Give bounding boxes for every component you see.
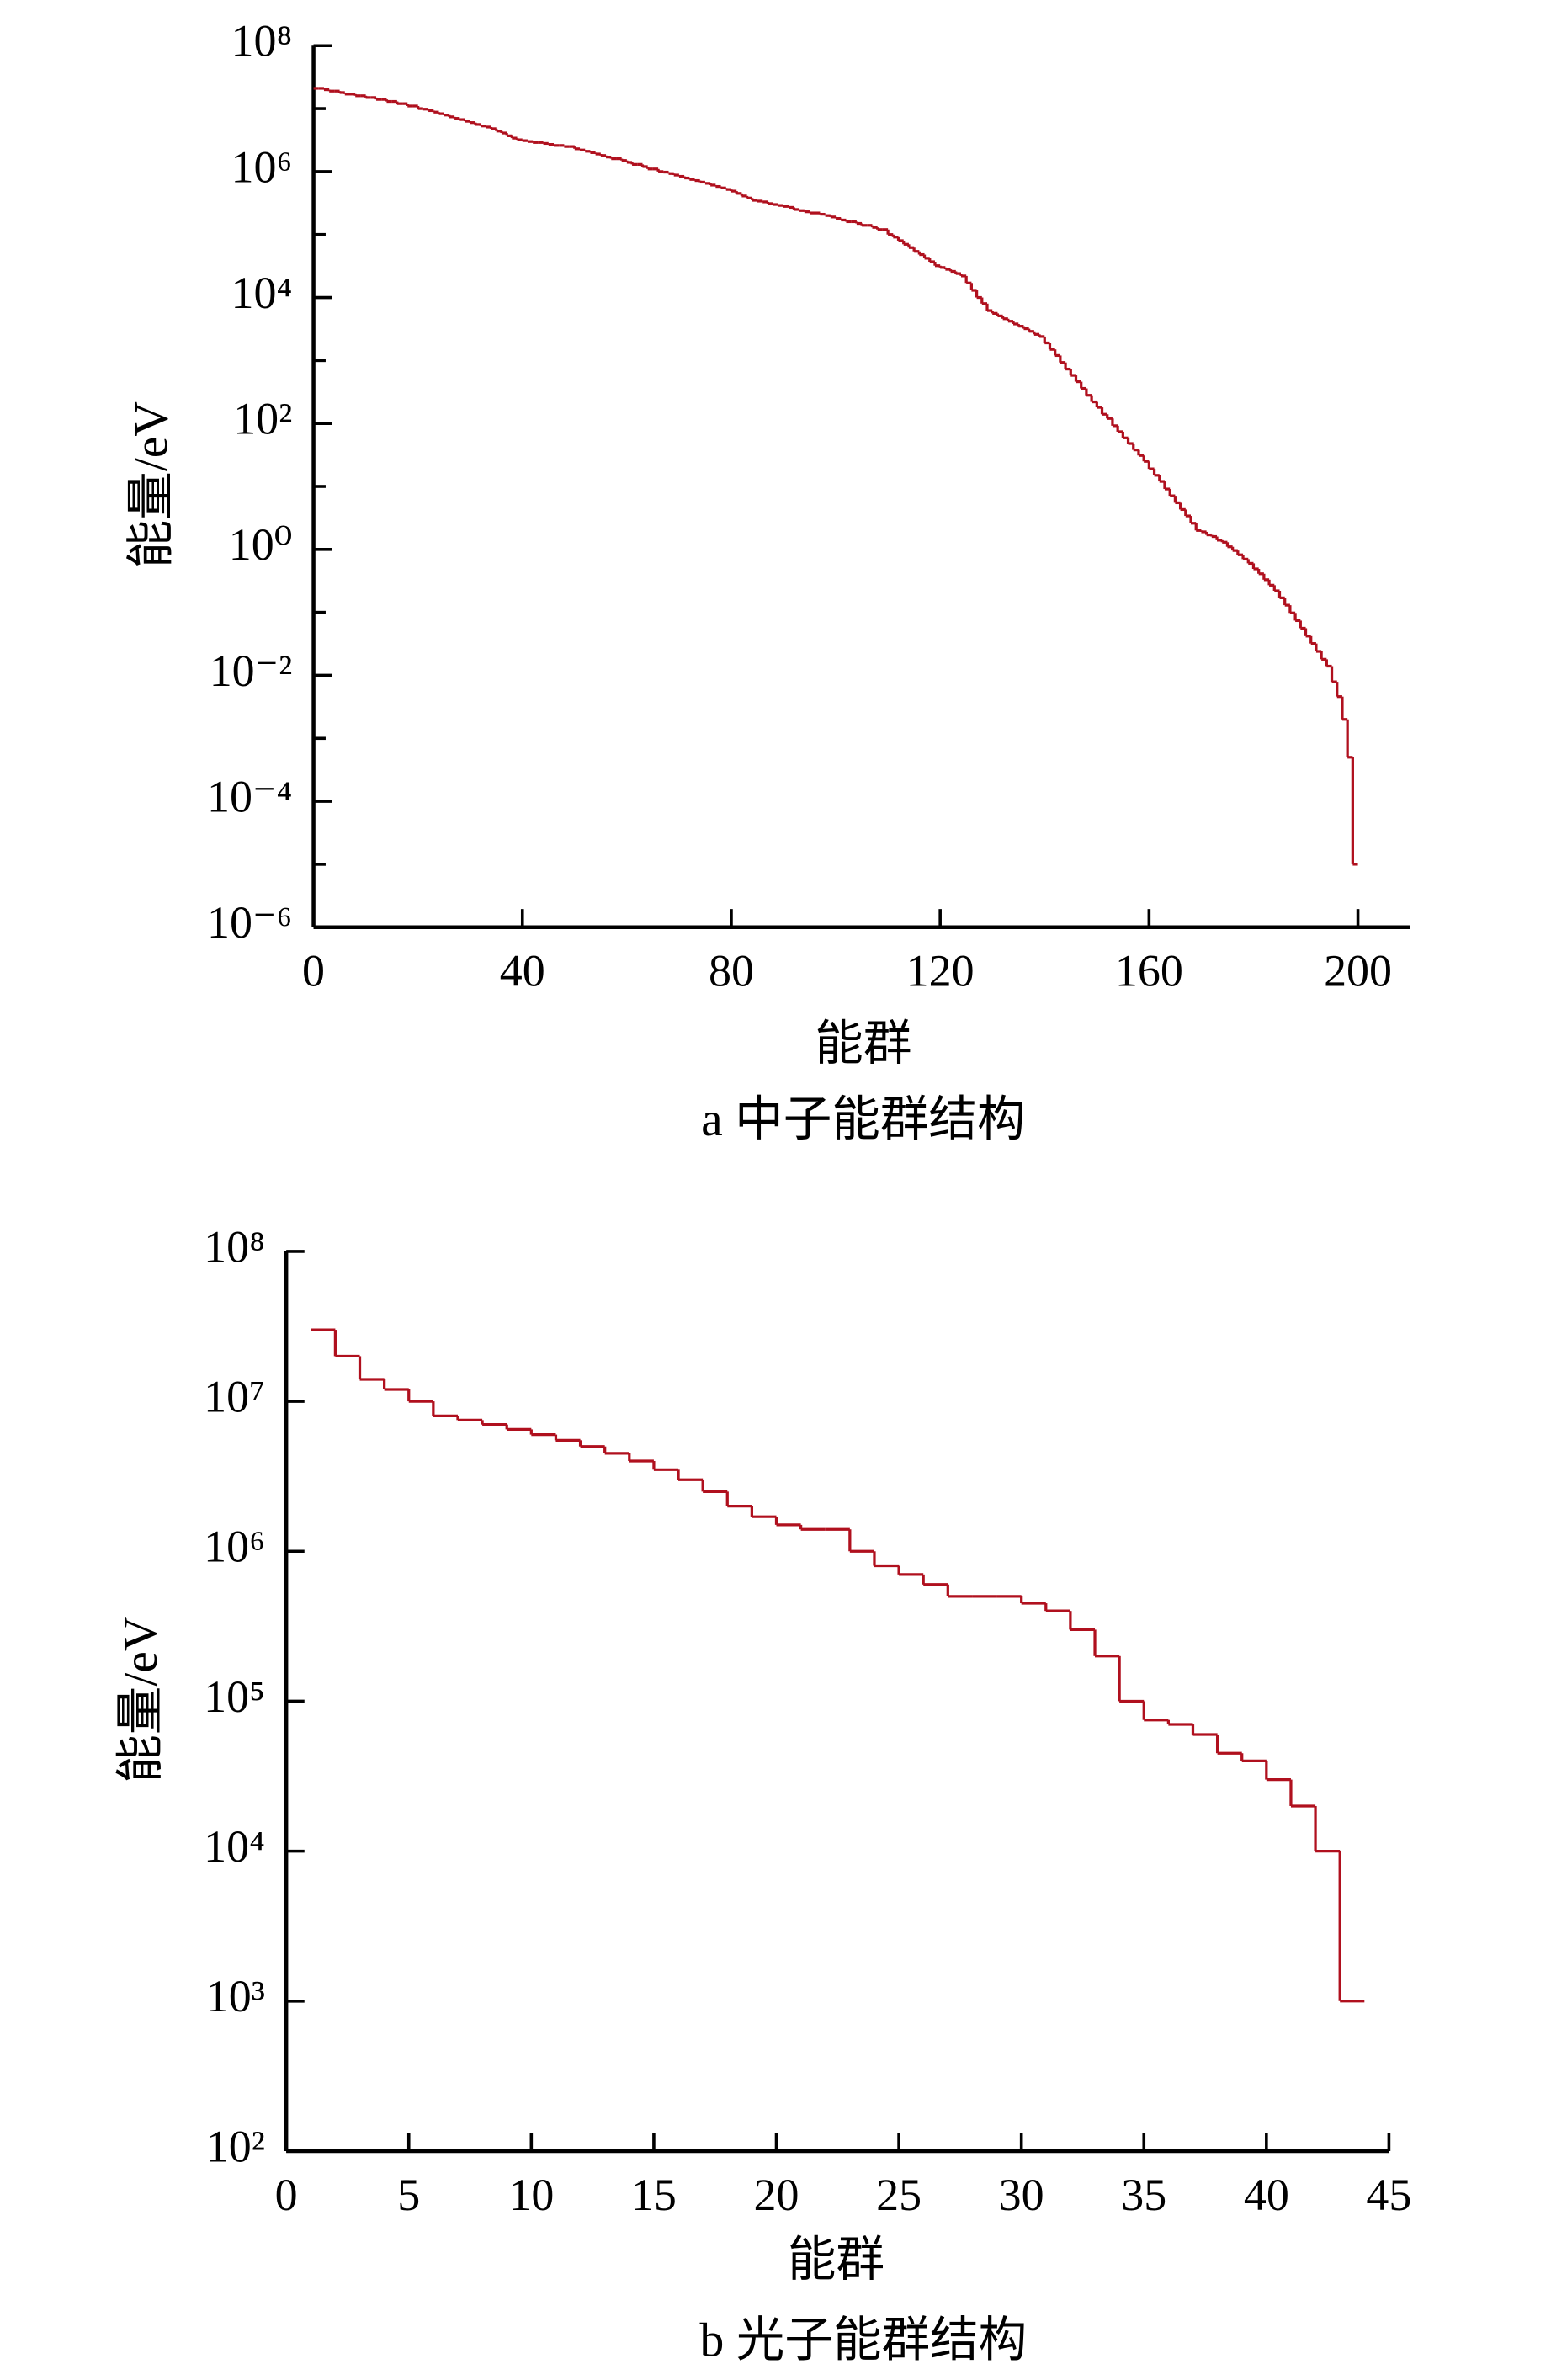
x-tick-label: 25	[876, 2170, 922, 2220]
x-tick-label: 30	[999, 2170, 1044, 2220]
y-tick-label: 10⁸	[231, 16, 293, 66]
x-tick-label: 5	[397, 2170, 420, 2220]
y-tick-label: 10⁷	[204, 1371, 265, 1421]
x-tick-label: 80	[709, 946, 754, 996]
x-axis-label: 能群	[815, 1017, 911, 1070]
y-tick-label: 10⁶	[231, 141, 293, 192]
x-tick-label: 0	[302, 946, 325, 996]
x-tick-label: 45	[1366, 2170, 1411, 2220]
y-tick-label: 10⁶	[204, 1522, 265, 1572]
y-tick-label: 10⁻⁴	[207, 771, 292, 821]
x-tick-label: 0	[275, 2170, 298, 2220]
x-tick-label: 200	[1324, 946, 1392, 996]
y-tick-label: 10³	[206, 1971, 265, 2021]
y-tick-label: 10²	[233, 394, 292, 444]
y-tick-label: 10⁸	[204, 1221, 265, 1272]
x-tick-label: 10	[508, 2170, 554, 2220]
x-tick-label: 35	[1121, 2170, 1166, 2220]
x-tick-label: 120	[906, 946, 975, 996]
caption: b 光子能群结构	[700, 2314, 1028, 2367]
y-tick-label: 10⁻⁶	[207, 897, 292, 948]
y-tick-label: 10⁴	[204, 1821, 265, 1872]
y-tick-label: 10⁰	[229, 519, 293, 570]
y-axis-label: 能量/eV	[114, 1616, 167, 1782]
y-tick-label: 10⁻²	[210, 645, 293, 696]
x-tick-label: 20	[754, 2170, 799, 2220]
x-tick-label: 40	[500, 946, 545, 996]
x-tick-label: 15	[631, 2170, 677, 2220]
x-tick-label: 40	[1244, 2170, 1289, 2220]
caption: a 中子能群结构	[701, 1093, 1025, 1146]
y-tick-label: 10⁴	[231, 268, 293, 318]
y-tick-label: 10²	[206, 2121, 265, 2171]
y-axis-label: 能量/eV	[125, 401, 178, 568]
x-tick-label: 160	[1115, 946, 1183, 996]
y-tick-label: 10⁵	[204, 1671, 265, 1722]
x-axis-label: 能群	[788, 2234, 884, 2287]
